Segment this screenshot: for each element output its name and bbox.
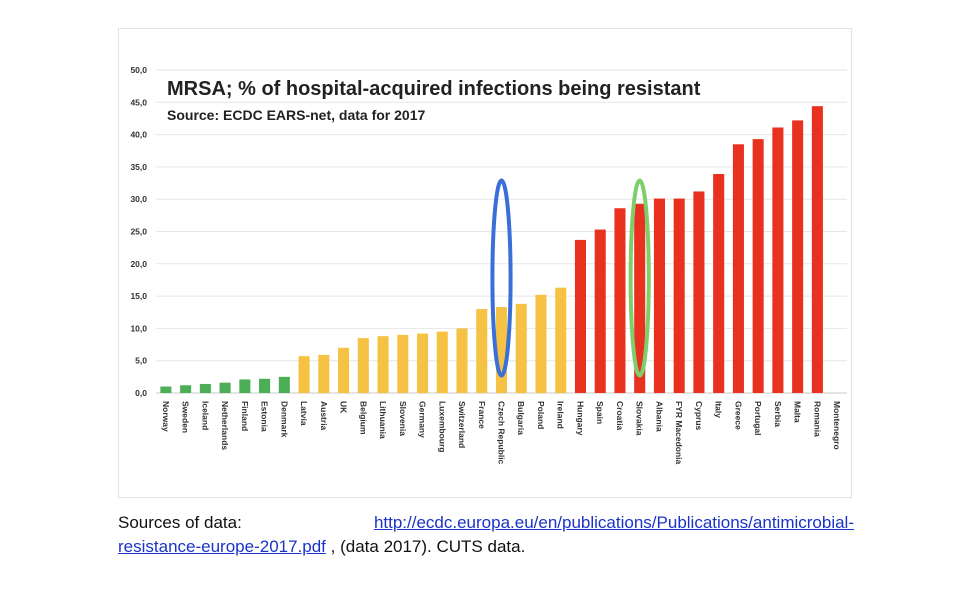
x-tick-label: Lithuania (378, 401, 388, 439)
x-tick-label: FYR Macedonia (674, 401, 684, 465)
y-tick-label: 20,0 (130, 259, 147, 269)
bar-latvia (298, 356, 310, 393)
x-tick-label: Netherlands (220, 401, 230, 450)
bar-france (476, 309, 488, 393)
y-tick-label: 50,0 (130, 65, 147, 75)
x-tick-label: Slovakia (635, 401, 645, 436)
bar-layer (160, 106, 823, 394)
x-tick-label: Poland (536, 401, 546, 429)
x-tick-label: Luxembourg (437, 401, 447, 452)
x-tick-label: Finland (240, 401, 250, 431)
sources-label: Sources of data: (118, 513, 242, 532)
highlight-ellipse (490, 178, 513, 378)
sources-link-part2[interactable]: resistance-europe-2017.pdf (118, 537, 326, 556)
bar-greece (732, 144, 744, 393)
chart-title: MRSA; % of hospital-acquired infections … (167, 78, 701, 100)
bar-croatia (614, 208, 626, 393)
bar-cyprus (693, 191, 705, 393)
bar-iceland (199, 383, 211, 393)
bar-switzerland (456, 328, 468, 393)
bar-czech-republic (495, 307, 508, 393)
x-axis-ticks: Norway Sweden Iceland Netherlands Finland Est… (161, 401, 842, 465)
y-tick-label: 40,0 (130, 130, 147, 140)
bar-germany (417, 333, 429, 393)
bar-uk (338, 347, 350, 393)
chart-subtitle: Source: ECDC EARS-net, data for 2017 (167, 107, 425, 123)
x-tick-label: Slovenia (398, 401, 408, 436)
x-tick-label: Portugal (753, 401, 763, 435)
y-tick-label: 5,0 (135, 356, 147, 366)
x-tick-label: Romania (812, 401, 822, 437)
bar-bulgaria (515, 303, 527, 393)
x-tick-label: Spain (595, 401, 605, 424)
bar-belgium (357, 338, 369, 393)
bar-lithuania (377, 336, 389, 393)
x-tick-label: UK (339, 401, 349, 414)
x-tick-label: Iceland (200, 401, 210, 430)
x-tick-label: Ireland (556, 401, 566, 429)
x-tick-label: Sweden (181, 401, 191, 433)
bar-serbia (772, 127, 784, 393)
highlight-ellipse (628, 178, 651, 378)
x-tick-label: Italy (714, 401, 724, 418)
sources-suffix: , (data 2017). CUTS data. (325, 537, 526, 556)
bar-malta (792, 120, 804, 393)
bar-slovenia (397, 334, 409, 393)
bar-luxembourg (436, 331, 448, 393)
highlight-layer (490, 178, 651, 378)
bar-romania (811, 106, 823, 394)
x-tick-label: Malta (793, 401, 803, 423)
x-tick-label: Austria (319, 401, 329, 431)
y-tick-label: 10,0 (130, 323, 147, 333)
y-tick-label: 15,0 (130, 291, 147, 301)
bar-netherlands (219, 382, 231, 393)
bar-sweden (180, 385, 192, 393)
sources-line-1: Sources of data: http://ecdc.europa.eu/e… (118, 511, 854, 535)
x-tick-label: Belgium (358, 401, 368, 435)
sources-link-part1[interactable]: http://ecdc.europa.eu/en/publications/Pu… (373, 513, 854, 532)
x-tick-label: Hungary (575, 401, 585, 436)
y-tick-label: 0,0 (135, 388, 147, 398)
x-tick-label: Croatia (615, 401, 625, 431)
x-tick-label: Cyprus (694, 401, 704, 431)
bar-spain (594, 229, 606, 393)
bar-italy (713, 174, 725, 393)
bar-ireland (555, 287, 567, 393)
x-tick-label: Montenegro (832, 401, 842, 450)
y-tick-label: 45,0 (130, 97, 147, 107)
bar-slovakia (634, 203, 646, 393)
x-tick-label: Germany (418, 401, 428, 438)
x-tick-label: Estonia (260, 401, 270, 432)
y-tick-label: 30,0 (130, 194, 147, 204)
x-tick-label: Greece (733, 401, 743, 430)
chart-svg: 0,0 5,0 10,0 15,0 20,0 25,0 30,0 35,0 40,0 45,0 50… (130, 65, 847, 465)
bar-poland (535, 294, 547, 393)
chart-frame: 0,0 5,0 10,0 15,0 20,0 25,0 30,0 35,0 40,0 45,0 50… (118, 28, 852, 498)
bar-estonia (259, 378, 271, 393)
sources-note: Sources of data: http://ecdc.europa.eu/e… (118, 511, 854, 559)
x-tick-label: Czech Republic (497, 401, 507, 465)
bar-hungary (574, 239, 586, 393)
x-tick-label: Switzerland (457, 401, 467, 448)
x-tick-label: France (477, 401, 487, 429)
bar-denmark (278, 376, 290, 393)
bar-albania (653, 198, 665, 393)
x-tick-label: Serbia (773, 401, 783, 427)
bar-norway (160, 386, 172, 393)
bar-fyr-macedonia (673, 198, 685, 393)
x-tick-label: Norway (161, 401, 171, 432)
y-tick-label: 35,0 (130, 162, 147, 172)
x-tick-label: Albania (654, 401, 664, 432)
bar-austria (318, 354, 330, 393)
x-tick-label: Denmark (279, 401, 289, 438)
grid-layer (156, 69, 847, 394)
y-tick-label: 25,0 (130, 227, 147, 237)
bar-finland (239, 379, 251, 393)
x-tick-label: Latvia (299, 401, 309, 426)
bar-portugal (752, 139, 764, 393)
x-tick-label: Bulgaria (516, 401, 526, 435)
sources-line-2: resistance-europe-2017.pdf , (data 2017)… (118, 535, 854, 559)
y-axis-ticks: 0,0 5,0 10,0 15,0 20,0 25,0 30,0 35,0 40,0 45,0 50… (130, 65, 147, 398)
